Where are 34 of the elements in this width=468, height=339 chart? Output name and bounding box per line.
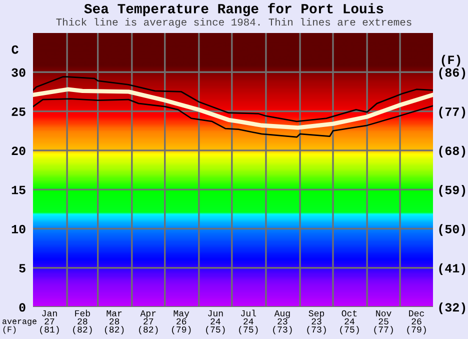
- line-series: [33, 76, 433, 122]
- y-tick-label: 0: [19, 303, 26, 312]
- x-tick-label: May 26 (79): [172, 310, 191, 334]
- line-series: [33, 87, 433, 130]
- y-axis-title: C: [12, 45, 18, 54]
- y2-tick-label: (86): [439, 68, 466, 80]
- y-tick-label: 5: [19, 264, 26, 273]
- x-tick-label: Oct 24 (75): [340, 310, 359, 334]
- y2-tick-label: (32): [439, 302, 466, 314]
- y-tick-label: 25: [12, 107, 26, 116]
- line-series: [33, 98, 433, 138]
- y-tick-label: 30: [12, 68, 26, 77]
- y2-tick-label: (59): [439, 185, 466, 197]
- x-tick-label: Jan 27 (81): [40, 310, 59, 334]
- x-tick-label: Aug 23 (73): [273, 310, 292, 334]
- y-tick-label: 10: [12, 224, 26, 234]
- x-tick-label: Jul 24 (75): [239, 310, 258, 334]
- y2-tick-label: (68): [439, 146, 466, 158]
- y2-tick-label: (50): [439, 224, 466, 236]
- y2-axis-title: (F): [442, 54, 460, 67]
- y2-tick-label: (41): [439, 263, 466, 275]
- x-tick-label: Sep 23 (73): [307, 310, 326, 334]
- x-tick-label: Apr 27 (82): [139, 310, 158, 334]
- text: average (F): [2, 320, 36, 334]
- x-tick-label: Mar 28 (82): [104, 310, 124, 334]
- x-tick-label: Dec 26 (79): [407, 310, 426, 334]
- x-tick-label: Nov 25 (77): [374, 310, 393, 334]
- chart-subtitle: Thick line is average since 1984. Thin lines are extremes: [56, 18, 412, 28]
- y-tick-label: 20: [12, 146, 26, 156]
- y2-tick-label: (77): [439, 106, 466, 118]
- chart-title: Sea Temperature Range for Port Louis: [84, 3, 384, 16]
- x-tick-label: Feb 28 (82): [73, 310, 92, 334]
- x-tick-label: Jun 24 (75): [206, 310, 225, 334]
- y-tick-label: 15: [12, 186, 26, 194]
